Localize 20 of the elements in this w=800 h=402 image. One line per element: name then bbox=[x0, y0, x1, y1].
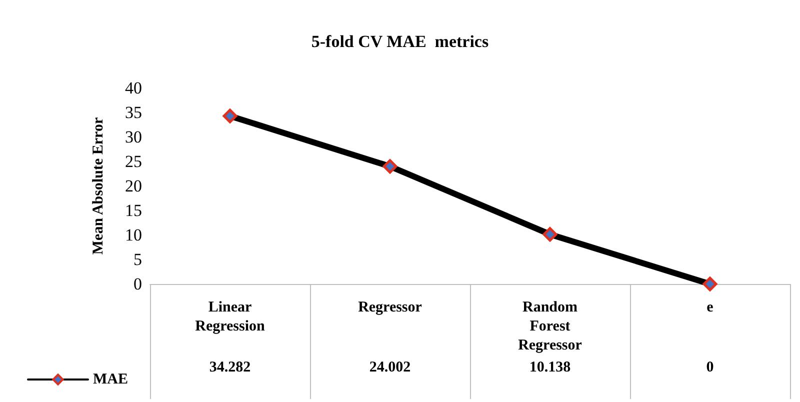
data-label: 34.282 bbox=[209, 360, 251, 376]
x-tick-label: Regressor bbox=[358, 300, 422, 316]
y-tick-label: 35 bbox=[125, 103, 142, 122]
y-axis-title: Mean Absolute Error bbox=[90, 117, 106, 255]
x-tick-label: Linear Regression bbox=[195, 300, 266, 334]
y-tick-label: 20 bbox=[125, 176, 142, 196]
data-label: 0 bbox=[706, 360, 714, 376]
chart-title: 5-fold CV MAE metrics bbox=[311, 32, 489, 51]
y-tick-label: 5 bbox=[134, 250, 142, 269]
data-label: 10.138 bbox=[529, 360, 571, 376]
legend-label: MAE bbox=[93, 372, 128, 388]
data-label: 24.002 bbox=[369, 360, 411, 376]
y-tick-label: 0 bbox=[134, 274, 142, 294]
y-tick-label: 15 bbox=[125, 201, 142, 220]
y-tick-label: 25 bbox=[125, 152, 142, 171]
y-tick-label: 10 bbox=[125, 226, 142, 244]
y-tick-label: 30 bbox=[125, 128, 142, 146]
y-tick-label: 40 bbox=[125, 78, 142, 98]
x-tick-label: Random Forest Regressor bbox=[518, 300, 582, 354]
x-tick-label: e bbox=[706, 300, 714, 316]
